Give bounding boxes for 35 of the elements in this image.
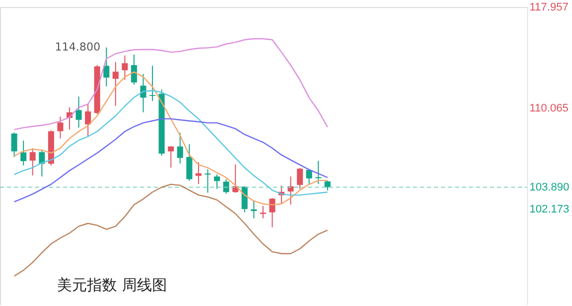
annotation: 114.800 — [54, 40, 100, 54]
candlestick — [296, 168, 303, 190]
candlestick — [288, 176, 294, 206]
candlestick — [269, 198, 276, 228]
candlestick — [315, 160, 322, 185]
line-series — [14, 118, 328, 202]
y-tick-label: 117.957 — [530, 2, 568, 14]
line-series — [14, 38, 328, 130]
candlestick — [177, 132, 184, 164]
candlestick — [168, 146, 174, 168]
candlestick — [20, 140, 26, 166]
candlestick — [306, 168, 312, 186]
candlestick — [260, 205, 266, 219]
annotation: 美元指数 周线图 — [57, 276, 167, 294]
y-tick-label: 102.173 — [530, 204, 570, 216]
candlestick — [30, 148, 36, 176]
candlestick — [122, 54, 128, 80]
candlestick — [131, 54, 138, 86]
y-tick-label: 103.890 — [530, 182, 570, 194]
candlestick — [149, 65, 156, 102]
candlestick — [57, 116, 64, 139]
candlestick — [84, 103, 91, 137]
line-series — [14, 184, 328, 277]
candlestick — [214, 174, 220, 190]
candlestick — [11, 132, 18, 158]
candlestick — [204, 168, 211, 194]
candlestick — [223, 178, 230, 194]
candlestick — [38, 149, 45, 177]
candlestick — [76, 96, 82, 128]
candlestick — [186, 144, 192, 182]
candlestick — [112, 61, 119, 106]
candlestick — [250, 200, 257, 219]
y-tick-label: 110.065 — [530, 102, 568, 115]
candlestick — [103, 46, 110, 87]
candlestick — [196, 162, 202, 185]
